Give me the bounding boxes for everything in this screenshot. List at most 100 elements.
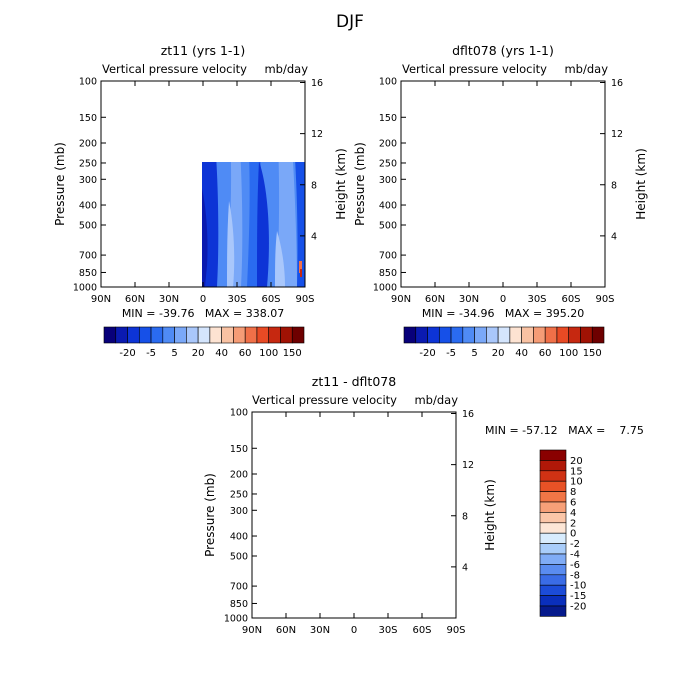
colorbar-swatch xyxy=(580,326,593,344)
x-tick-label: 30S xyxy=(378,625,397,636)
y-tick-label: 200 xyxy=(79,139,97,150)
y-tick-label: 1000 xyxy=(224,614,248,625)
y2-tick-label: 8 xyxy=(611,180,617,191)
colorbar-label: -5 xyxy=(446,348,456,359)
y-tick-label: 200 xyxy=(379,139,397,150)
colorbar-label: 100 xyxy=(559,348,578,359)
x-tick-label: 30S xyxy=(527,294,546,305)
colorbar-swatch xyxy=(486,326,499,344)
x-tick-label: 30N xyxy=(310,625,330,636)
colorbar-swatch xyxy=(497,326,511,344)
field-region xyxy=(350,602,355,618)
colorbar-label: -8 xyxy=(570,570,580,581)
panel-title: zt11 - dflt078 xyxy=(312,374,396,389)
field-region xyxy=(495,231,505,287)
colorbar-swatch xyxy=(115,326,128,344)
colorbar-swatch xyxy=(544,326,558,344)
y-tick-label: 250 xyxy=(230,489,248,500)
y2-tick-label: 16 xyxy=(311,78,323,89)
x-tick-label: 90N xyxy=(242,625,262,636)
panel-subtitle: Vertical pressure velocity xyxy=(402,62,547,76)
field-region xyxy=(401,181,414,287)
colorbar-label: 10 xyxy=(570,477,583,488)
y-axis-label: Pressure (mb) xyxy=(53,142,67,226)
y2-axis: 16 12 8 4 xyxy=(451,409,474,573)
colorbar-label: 0 xyxy=(570,529,576,540)
y-tick-label: 400 xyxy=(230,532,248,543)
contour-field xyxy=(401,81,605,287)
colorbar-label: 5 xyxy=(471,348,477,359)
contour-field xyxy=(202,162,305,287)
field-region xyxy=(388,532,395,618)
colorbar-swatch xyxy=(539,522,567,534)
y-tick-label: 200 xyxy=(230,470,248,481)
stats-text: MIN = -39.76 MAX = 338.07 xyxy=(122,307,284,320)
panel-subtitle: Vertical pressure velocity xyxy=(252,393,397,407)
x-tick-label: 90N xyxy=(91,294,111,305)
field-region xyxy=(262,542,272,618)
y-tick-label: 150 xyxy=(230,444,248,455)
y2-axis-label: Height (km) xyxy=(334,148,348,219)
colorbar-swatch xyxy=(138,326,152,344)
y-axis-label: Pressure (mb) xyxy=(353,142,367,226)
colorbar-swatch xyxy=(539,564,567,576)
colorbar-label: 60 xyxy=(539,348,552,359)
colorbar-swatch xyxy=(521,326,534,344)
colorbar-swatch xyxy=(162,326,175,344)
field-region xyxy=(525,81,542,287)
y-tick-label: 850 xyxy=(230,599,248,610)
field-region xyxy=(299,512,309,618)
contour-field xyxy=(252,412,456,618)
plot-frame xyxy=(251,411,457,619)
field-region xyxy=(303,542,308,612)
field-region xyxy=(343,492,351,618)
x-tick-label: 0 xyxy=(351,625,357,636)
colorbar-label: 150 xyxy=(583,348,602,359)
y-tick-label: 700 xyxy=(79,251,97,262)
y-tick-label: 700 xyxy=(379,251,397,262)
y-axis-label: Pressure (mb) xyxy=(203,473,217,557)
colorbar-swatch xyxy=(533,326,546,344)
y-tick-label: 300 xyxy=(230,506,248,517)
colorbar-swatch xyxy=(539,501,567,513)
field-region xyxy=(282,522,287,602)
field-region xyxy=(496,121,509,287)
colorbar-swatch xyxy=(103,326,117,344)
colorbar-swatch xyxy=(127,326,140,344)
x-tick-label: 60N xyxy=(276,625,296,636)
y-tick-label: 250 xyxy=(79,158,97,169)
y-tick-label: 150 xyxy=(79,113,97,124)
y-axis: 100 150 200 250 300 400 500 700 850 1000 xyxy=(224,408,257,625)
colorbar-label: 5 xyxy=(171,348,177,359)
colorbar-label: 2 xyxy=(570,518,576,529)
y2-tick-label: 4 xyxy=(611,231,617,242)
x-axis: 90N 60N 30N 0 30S 60S 90S xyxy=(242,412,466,636)
x-tick-label: 0 xyxy=(500,294,506,305)
colorbar-swatch xyxy=(197,326,211,344)
colorbar-swatch xyxy=(539,460,567,472)
field-region xyxy=(312,412,326,618)
colorbar-label: -20 xyxy=(570,602,586,613)
colorbar-swatch xyxy=(280,326,293,344)
panel-left: zt11 (yrs 1-1) Vertical pressure velocit… xyxy=(53,43,348,359)
stats-text: MIN = -57.12 MAX = 7.75 xyxy=(485,424,644,437)
colorbar-swatch xyxy=(539,543,567,555)
x-tick-label: 0 xyxy=(200,294,206,305)
colorbar-swatch xyxy=(209,326,222,344)
colorbar-swatch xyxy=(256,326,270,344)
y-tick-label: 850 xyxy=(79,268,97,279)
colorbar-swatch xyxy=(427,326,440,344)
colorbar-swatch xyxy=(539,470,567,482)
field-region xyxy=(573,81,597,287)
colorbar-label: 6 xyxy=(570,498,576,509)
y2-tick-label: 4 xyxy=(462,562,468,573)
stats-text: MIN = -34.96 MAX = 395.20 xyxy=(422,307,584,320)
panel-subtitle: Vertical pressure velocity xyxy=(102,62,247,76)
panel-right: dflt078 (yrs 1-1) Vertical pressure velo… xyxy=(353,43,648,359)
colorbar-label: 60 xyxy=(239,348,252,359)
colorbar-swatch xyxy=(438,326,452,344)
field-region xyxy=(371,532,377,618)
field-region xyxy=(273,492,285,618)
field-region xyxy=(295,162,305,287)
